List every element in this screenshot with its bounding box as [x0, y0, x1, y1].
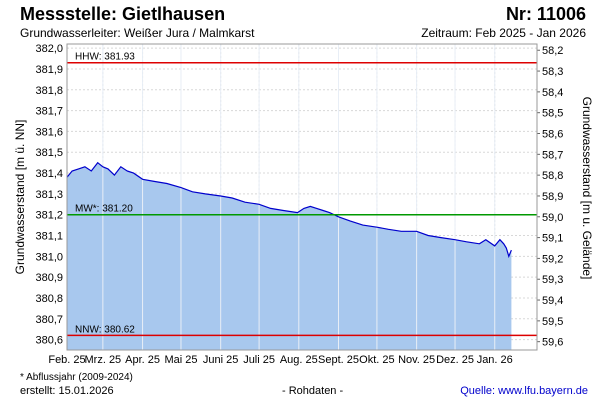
reference-line-label: MW*: 381.20: [75, 204, 133, 215]
plot-frame: [66, 43, 538, 351]
y-tick-label-right: 58,9: [542, 191, 563, 203]
x-tick-label: Dez. 25: [436, 354, 474, 366]
y-tick-label-right: 58,6: [542, 129, 563, 141]
x-tick-label: Nov. 25: [398, 354, 435, 366]
y-tick-label-left: 381,3: [35, 189, 63, 201]
tick-labels: 382,0 381,9 381,8 381,7 381,6 381,5 381,4 381,3…: [35, 43, 563, 366]
y-tick-label-right: 59,3: [542, 274, 563, 286]
y-axis-label-right: Grundwasserstand [m u. Gelände]: [580, 97, 594, 280]
reference-line-label: NNW: 380.62: [75, 324, 135, 335]
y-tick-label-right: 58,3: [542, 66, 563, 78]
y-tick-label-right: 59,5: [542, 316, 563, 328]
y-tick-label-right: 58,8: [542, 170, 563, 182]
y-axis-label-left: Grundwasserstand [m ü. NN]: [13, 120, 27, 275]
y-tick-label-left: 381,2: [35, 210, 63, 222]
x-tick-label: Apr. 25: [125, 354, 160, 366]
y-tick-label-right: 58,5: [542, 108, 563, 120]
y-tick-label-left: 382,0: [35, 43, 63, 55]
axes: [66, 43, 538, 351]
y-tick-label-left: 380,8: [35, 293, 63, 305]
y-tick-label-left: 381,8: [35, 85, 63, 97]
y-tick-label-left: 380,7: [35, 314, 63, 326]
period-label: Zeitraum: Feb 2025 - Jan 2026: [421, 26, 586, 40]
chart-title: Messstelle: Gietlhausen: [20, 4, 226, 24]
y-tick-label-right: 58,7: [542, 149, 563, 161]
x-tick-label: Feb. 25: [48, 354, 85, 366]
reference-line-label: HHW: 381.93: [75, 52, 135, 63]
footnote: * Abflussjahr (2009-2024): [20, 372, 133, 383]
y-tick-label-left: 381,0: [35, 251, 63, 263]
y-tick-label-left: 381,4: [35, 168, 63, 180]
y-tick-label-left: 380,9: [35, 272, 63, 284]
y-tick-label-right: 59,0: [542, 212, 563, 224]
station-number: Nr: 11006: [505, 4, 586, 24]
x-tick-label: Okt. 25: [359, 354, 394, 366]
y-tick-label-right: 59,6: [542, 337, 563, 349]
y-tick-label-right: 58,2: [542, 45, 563, 57]
raw-data-note: - Rohdaten -: [282, 385, 344, 397]
x-tick-label: Jan. 26: [477, 354, 513, 366]
y-tick-label-right: 59,2: [542, 253, 563, 265]
y-tick-label-left: 381,1: [35, 231, 63, 243]
water-level-area: [67, 162, 512, 350]
x-tick-label: Aug. 25: [280, 354, 318, 366]
x-tick-label: Juli 25: [243, 354, 275, 366]
y-tick-label-left: 380,6: [35, 335, 63, 347]
x-tick-label: Mai 25: [164, 354, 197, 366]
data-area: [66, 44, 512, 350]
created-date: erstellt: 15.01.2026: [20, 385, 114, 397]
water-level-line: [66, 161, 512, 259]
y-tick-label-left: 381,9: [35, 64, 63, 76]
aquifer-label: Grundwasserleiter: Weißer Jura / Malmkar…: [20, 26, 255, 40]
x-tick-label: Mrz. 25: [85, 354, 122, 366]
y-tick-label-right: 58,4: [542, 87, 563, 99]
reference-lines: HHW: 381.93 MW*: 381.20 NNW: 380.62: [67, 52, 537, 337]
y-tick-label-right: 59,4: [542, 295, 563, 307]
y-tick-label-right: 59,1: [542, 233, 563, 245]
y-tick-label-left: 381,6: [35, 126, 63, 138]
x-tick-label: Sept. 25: [318, 354, 359, 366]
source-link[interactable]: Quelle: www.lfu.bayern.de: [460, 385, 588, 397]
x-tick-label: Juni 25: [203, 354, 238, 366]
y-tick-label-left: 381,5: [35, 147, 63, 159]
y-tick-label-left: 381,7: [35, 106, 63, 118]
